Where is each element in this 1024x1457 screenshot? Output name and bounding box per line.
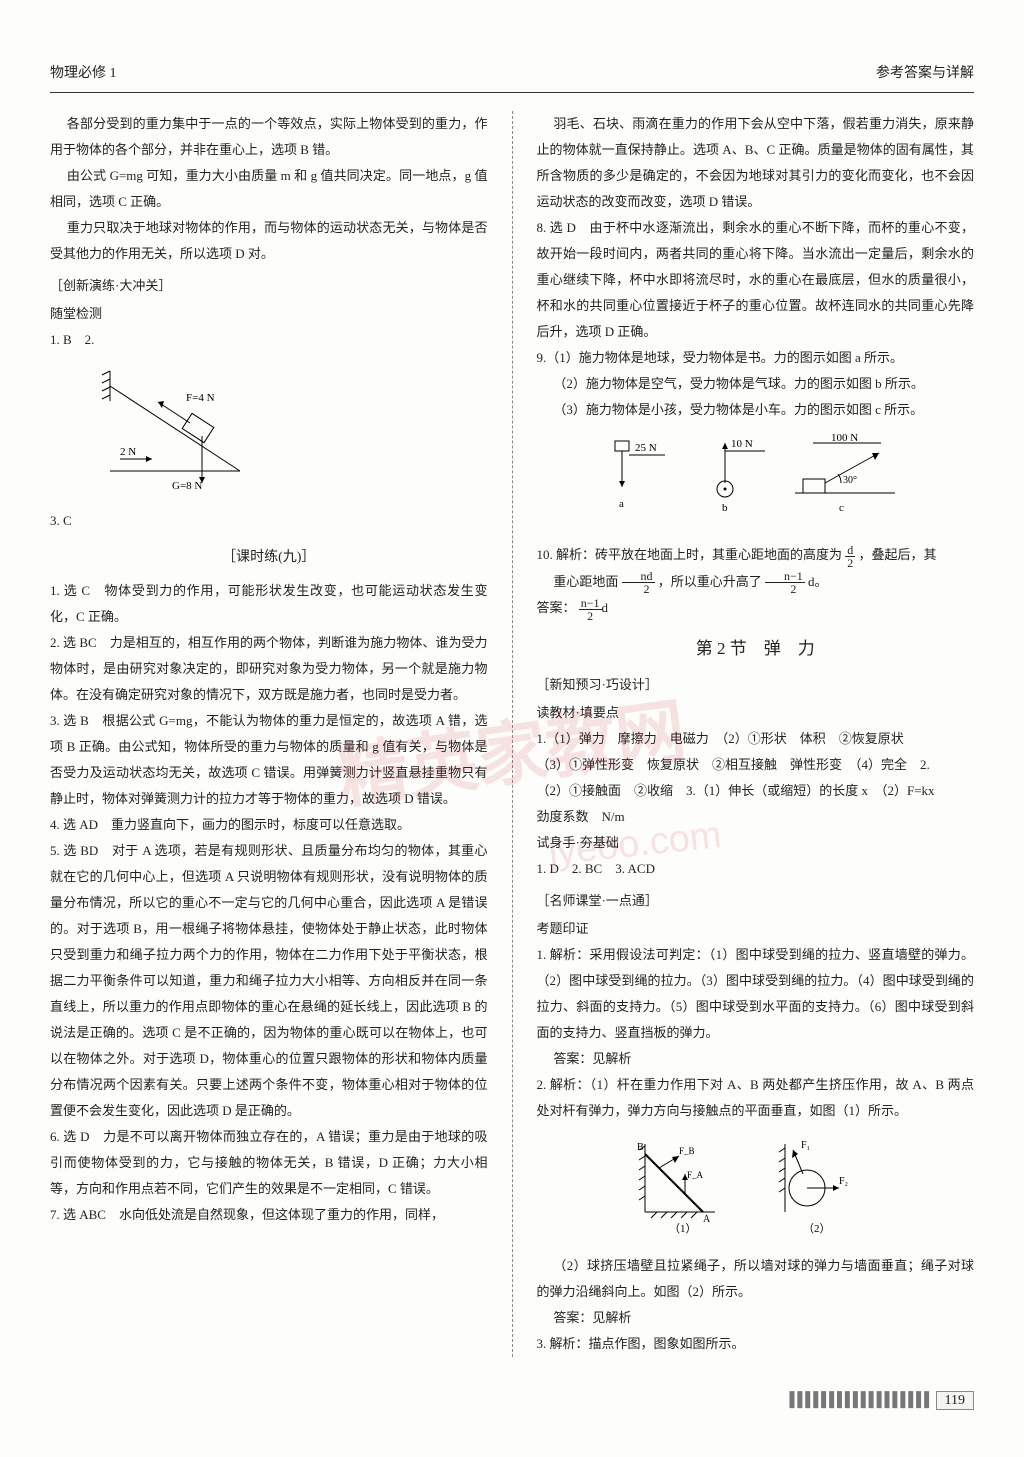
para: 各部分受到的重力集中于一点的一个等效点，实际上物体受到的重力，作用于物体的各个部… [50,111,488,163]
question: （3）施力物体是小孩，受力物体是小车。力的图示如图 c 所示。 [537,397,975,423]
section-2-title: 第 2 节 弹 力 [537,632,975,666]
sub-heading: 随堂检测 [50,301,488,327]
page-number: 119 [936,1391,974,1410]
text: ，所以重心升高了 [658,574,762,589]
fraction-icon: nd2 [622,570,655,595]
sub-heading: ［名师课堂·一点通］ [537,888,975,914]
fill-blank: （3）①弹性形变 恢复原状 ②相互接触 弹性形变 （4）完全 2. [537,752,975,778]
svg-text:（2）: （2） [803,1222,831,1234]
column-divider [512,111,513,1357]
answer-line: 1. B 2. [50,327,488,353]
question: 7. 选 ABC 水向低处流是自然现象，但这体现了重力的作用，同样， [50,1202,488,1228]
page-footer: ▌▌▌▌▌▌▌▌▌▌▌▌▌▌▌▌▌▌ 119 [50,1387,974,1415]
svg-text:B: B [637,1142,644,1153]
section-heading: ［课时练(九)］ [50,544,488,572]
para: 由公式 G=mg 可知，重力大小由质量 m 和 g 值共同决定。同一地点，g 值… [50,163,488,215]
fill-blank: 1.（1）弹力 摩擦力 电磁力 （2）①形状 体积 ②恢复原状 [537,726,975,752]
answer-line: 答案： n−12d [537,595,975,622]
fraction-icon: n−12 [765,570,805,595]
elastic-diagram: B A F_B F_A （1） [537,1134,975,1243]
svg-text:（1）: （1） [669,1222,697,1234]
right-column: 羽毛、石块、雨滴在重力的作用下会从空中下落，假若重力消失，原来静止的物体就一直保… [537,111,975,1357]
question-10b: 重心距地面 nd2 ，所以重心升高了 n−12 d。 [537,569,975,596]
question: 3. 解析：描点作图，图象如图所示。 [537,1331,975,1357]
section-heading: ［创新演练·大冲关］ [50,273,488,299]
sub-heading: ［新知预习·巧设计］ [537,672,975,698]
fill-blank: （2）①接触面 ②收缩 3.（1）伸长（或缩短）的长度 x （2）F=kx [537,778,975,804]
question: （2）球挤压墙壁且拉紧绳子，所以墙对球的弹力与墙面垂直；绳子对球的弹力沿绳斜向上… [537,1253,975,1305]
answer-line: 1. D 2. BC 3. ACD [537,856,975,882]
sub-heading: 试身手·夯基础 [537,830,975,856]
svg-text:F_A: F_A [687,1170,704,1180]
force-diagram-2: 25 N a 10 N b 100 N 30° c [537,433,975,532]
question-10: 10. 解析：砖平放在地面上时，其重心距地面的高度为 d2 ，叠起后，其 [537,542,975,569]
label-F: F=4 N [186,392,215,404]
question: 8. 选 D 由于杯中水逐渐流出，剩余水的重心不断下降，而杯的重心不变，故开始一… [537,215,975,345]
left-column: 各部分受到的重力集中于一点的一个等效点，实际上物体受到的重力，作用于物体的各个部… [50,111,488,1357]
question: （2）施力物体是空气，受力物体是气球。力的图示如图 b 所示。 [537,371,975,397]
question: 5. 选 BD 对于 A 选项，若是有规则形状、且质量分布均匀的物体，其重心就在… [50,838,488,1124]
sub-heading: 读教材·填要点 [537,700,975,726]
force-diagram-1: F=4 N 2 N G=8 N [90,361,488,500]
label-2N: 2 N [120,446,136,458]
text: 重心距地面 [553,574,618,589]
text: d。 [808,574,828,589]
header-left: 物理必修 1 [50,60,117,88]
text: ，叠起后，其 [859,547,937,562]
question: 3. 选 B 根据公式 G=mg，不能认为物体的重力是恒定的，故选项 A 错，选… [50,708,488,812]
text: 10. 解析：砖平放在地面上时，其重心距地面的高度为 [537,547,843,562]
svg-text:100 N: 100 N [831,433,858,444]
fraction-icon: n−12 [579,597,602,622]
svg-text:a: a [619,498,624,510]
svg-text:F_B: F_B [679,1146,695,1156]
svg-text:30°: 30° [843,475,857,486]
question: 6. 选 D 力是不可以离开物体而独立存在的，A 错误；重力是由于地球的吸引而使… [50,1124,488,1202]
question: 2. 解析：（1）杆在重力作用下对 A、B 两处都产生挤压作用，故 A、B 两点… [537,1072,975,1124]
answer-line: 答案：见解析 [537,1305,975,1331]
question: 4. 选 AD 重力竖直向下，画力的图示时，标度可以任意选取。 [50,812,488,838]
page-header: 物理必修 1 参考答案与详解 [50,60,974,93]
svg-text:c: c [839,502,844,514]
answer-line: 答案：见解析 [537,1046,975,1072]
fraction-icon: d2 [845,544,855,569]
question: 1. 解析：采用假设法可判定：（1）图中球受到绳的拉力、竖直墙壁的弹力。（2）图… [537,942,975,1046]
barcode-icon: ▌▌▌▌▌▌▌▌▌▌▌▌▌▌▌▌▌▌ [789,1393,932,1408]
svg-text:F₁: F₁ [801,1140,810,1151]
svg-text:25 N: 25 N [635,442,657,454]
svg-text:b: b [722,502,728,514]
fill-blank: 劲度系数 N/m [537,804,975,830]
sub-heading: 考题印证 [537,916,975,942]
svg-text:A: A [703,1214,711,1225]
svg-text:F₂: F₂ [839,1176,848,1187]
question: 2. 选 BC 力是相互的，相互作用的两个物体，判断谁为施力物体、谁为受力物体时… [50,630,488,708]
para: 羽毛、石块、雨滴在重力的作用下会从空中下落，假若重力消失，原来静止的物体就一直保… [537,111,975,215]
question: 9.（1）施力物体是地球，受力物体是书。力的图示如图 a 所示。 [537,345,975,371]
header-right: 参考答案与详解 [876,60,974,88]
answer-line: 3. C [50,508,488,534]
svg-text:10 N: 10 N [731,438,753,450]
question: 1. 选 C 物体受到力的作用，可能形状发生改变，也可能运动状态发生变化，C 正… [50,578,488,630]
label-G: G=8 N [172,480,202,491]
text: 答案： [537,600,576,615]
para: 重力只取决于地球对物体的作用，而与物体的运动状态无关，与物体是否受其他力的作用无… [50,215,488,267]
